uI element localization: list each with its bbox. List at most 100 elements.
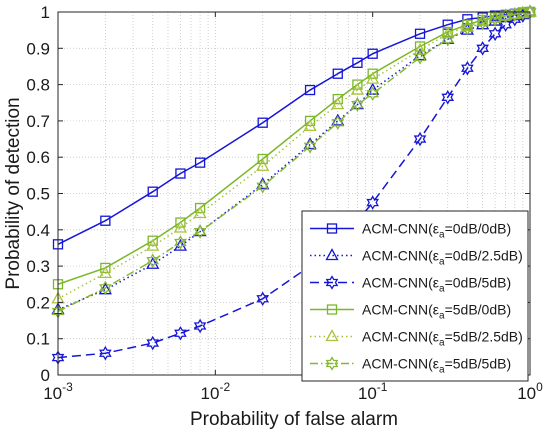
data-point bbox=[194, 202, 206, 214]
legend-entry: ACM-CNN(εa=5dB/2.5dB) bbox=[310, 329, 523, 349]
legend-marker bbox=[326, 304, 338, 315]
y-tick-label: 0.1 bbox=[26, 330, 50, 349]
data-point bbox=[256, 158, 270, 171]
x-tick-label: 100 bbox=[517, 380, 543, 403]
legend-label: ACM-CNN(εa=5dB/0dB) bbox=[362, 302, 511, 322]
data-point bbox=[476, 15, 489, 31]
series-6 bbox=[51, 4, 537, 319]
data-point bbox=[352, 79, 363, 90]
data-point bbox=[146, 253, 160, 268]
legend-entry: ACM-CNN(εa=0dB/0dB) bbox=[310, 221, 511, 241]
data-point bbox=[461, 21, 474, 36]
data-point bbox=[256, 291, 270, 307]
data-point bbox=[516, 5, 530, 21]
data-point bbox=[488, 26, 502, 42]
data-point bbox=[488, 11, 502, 27]
data-point bbox=[441, 31, 455, 47]
legend-marker bbox=[325, 356, 339, 371]
data-point bbox=[257, 153, 268, 165]
x-axis-title: Probability of false alarm bbox=[190, 409, 398, 430]
data-point bbox=[352, 57, 363, 68]
data-point bbox=[304, 84, 316, 96]
data-point bbox=[147, 235, 158, 246]
data-point bbox=[414, 28, 426, 39]
data-point bbox=[367, 48, 378, 59]
data-point bbox=[367, 68, 378, 79]
data-point bbox=[366, 71, 380, 84]
data-point bbox=[175, 168, 186, 179]
legend-entry: ACM-CNN(εa=0dB/5dB) bbox=[310, 275, 511, 295]
data-point bbox=[331, 97, 345, 110]
data-point bbox=[331, 115, 345, 131]
data-point bbox=[508, 6, 522, 19]
y-tick-label: 0.6 bbox=[26, 148, 50, 167]
y-tick-label: 0.7 bbox=[26, 112, 50, 131]
legend-entry: ACM-CNN(εa=5dB/0dB) bbox=[310, 302, 511, 322]
data-point bbox=[332, 68, 343, 79]
legend-label: ACM-CNN(εa=0dB/2.5dB) bbox=[362, 248, 523, 268]
data-point bbox=[442, 19, 453, 30]
legend-label: ACM-CNN(εa=5dB/2.5dB) bbox=[362, 329, 523, 349]
data-point bbox=[366, 195, 379, 210]
data-point bbox=[194, 157, 206, 168]
x-tick-label: 10-1 bbox=[358, 380, 388, 403]
data-point bbox=[441, 90, 455, 105]
data-point bbox=[303, 139, 317, 154]
data-point bbox=[174, 325, 187, 341]
legend-marker bbox=[325, 275, 339, 290]
data-point bbox=[461, 60, 474, 76]
y-tick-label: 0.8 bbox=[26, 76, 50, 95]
y-tick-label: 0.2 bbox=[26, 293, 50, 312]
legend: ACM-CNN(εa=0dB/0dB) ACM-CNN(εa=0dB/2.5dB)… bbox=[301, 210, 529, 382]
y-tick-label: 0.9 bbox=[26, 39, 50, 58]
data-point bbox=[351, 97, 364, 112]
data-point bbox=[174, 235, 187, 250]
legend-entry: ACM-CNN(εa=5dB/5dB) bbox=[310, 356, 511, 376]
data-point bbox=[193, 224, 207, 237]
data-point bbox=[100, 215, 111, 226]
legend-label: ACM-CNN(εa=0dB/5dB) bbox=[362, 275, 511, 295]
legend-marker bbox=[325, 329, 339, 342]
legend-label: ACM-CNN(εa=0dB/0dB) bbox=[362, 221, 511, 241]
data-point bbox=[256, 178, 270, 194]
data-point bbox=[366, 86, 379, 101]
data-point bbox=[175, 217, 186, 228]
data-point bbox=[173, 220, 188, 233]
data-point bbox=[98, 266, 112, 279]
legend-marker bbox=[326, 223, 338, 234]
data-point bbox=[100, 262, 111, 274]
data-point bbox=[193, 224, 207, 239]
x-tick-label: 10-2 bbox=[201, 380, 231, 403]
data-point bbox=[350, 82, 365, 95]
legend-label: ACM-CNN(εa=5dB/5dB) bbox=[362, 356, 511, 376]
y-tick-label: 0.5 bbox=[26, 185, 50, 204]
series-lines bbox=[51, 4, 537, 365]
data-point bbox=[99, 345, 112, 361]
x-tick-label: 10-3 bbox=[43, 380, 73, 403]
data-point bbox=[303, 118, 317, 131]
data-point bbox=[257, 117, 268, 128]
data-point bbox=[413, 50, 427, 65]
data-point bbox=[193, 318, 207, 334]
data-point bbox=[441, 26, 455, 39]
data-point bbox=[350, 97, 365, 110]
y-tick-label: 1 bbox=[41, 3, 50, 22]
data-point bbox=[476, 41, 489, 56]
data-point bbox=[499, 8, 513, 21]
data-point bbox=[99, 280, 112, 296]
data-point bbox=[413, 131, 427, 147]
y-tick-label: 0.4 bbox=[26, 221, 50, 240]
data-point bbox=[193, 206, 207, 219]
series-line bbox=[57, 11, 531, 313]
legend-box bbox=[301, 210, 529, 382]
y-tick-label: 0 bbox=[41, 366, 50, 385]
y-axis-title: Probability of detection bbox=[3, 97, 24, 289]
data-point bbox=[146, 335, 160, 351]
data-point bbox=[332, 93, 343, 105]
data-point bbox=[413, 42, 427, 55]
legend-entry: ACM-CNN(εa=0dB/2.5dB) bbox=[310, 248, 523, 268]
data-point bbox=[147, 186, 158, 197]
legend-marker bbox=[325, 248, 339, 261]
y-tick-label: 0.3 bbox=[26, 257, 50, 276]
